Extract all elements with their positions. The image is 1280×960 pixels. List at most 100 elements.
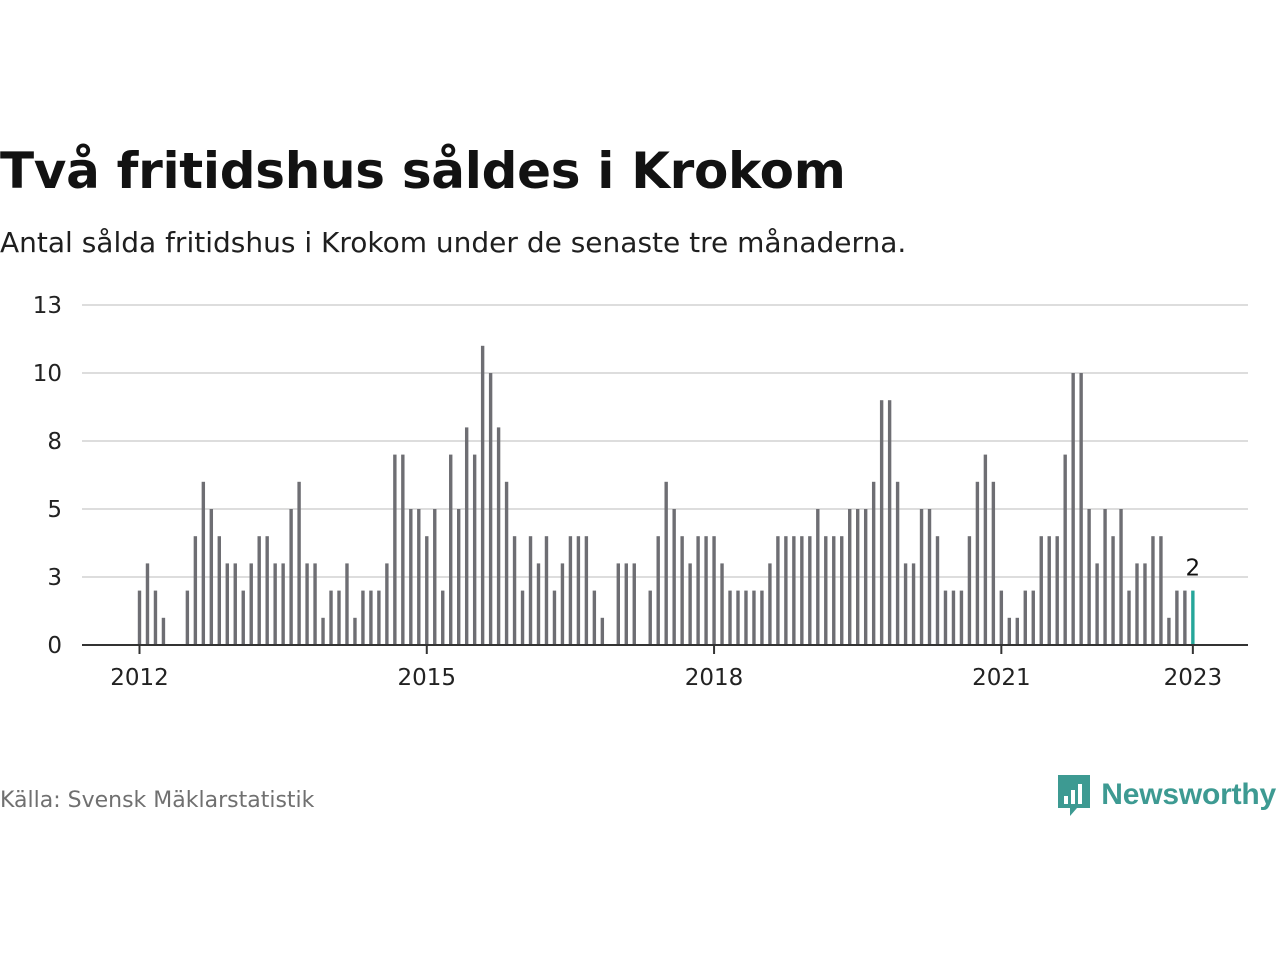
bar	[1007, 617, 1012, 645]
newsworthy-logo: Newsworthy	[1055, 772, 1276, 818]
bar	[449, 454, 453, 645]
chart-subtitle: Antal sålda fritidshus i Krokom under de…	[0, 226, 907, 259]
bar	[991, 481, 996, 645]
bar	[728, 590, 732, 645]
bar	[768, 563, 772, 645]
bar	[480, 345, 485, 645]
bar	[760, 590, 764, 645]
bar	[848, 509, 852, 645]
y-tick-label: 0	[47, 633, 62, 659]
bar	[385, 563, 389, 645]
bar	[369, 590, 373, 645]
bar	[632, 563, 636, 645]
bar	[401, 454, 405, 645]
bar	[528, 536, 533, 645]
last-value-label: 2	[1186, 556, 1201, 582]
y-tick-label: 13	[33, 293, 62, 319]
x-tick-label: 2012	[110, 665, 169, 691]
bar	[425, 536, 429, 645]
y-tick-label: 3	[47, 565, 62, 591]
bar	[377, 590, 381, 645]
newsworthy-icon	[1058, 775, 1091, 816]
bar	[616, 563, 620, 645]
bar	[1055, 536, 1059, 645]
bar	[1031, 590, 1035, 645]
bar	[1095, 563, 1099, 645]
bar	[752, 590, 756, 645]
bar	[193, 536, 198, 645]
y-axis-ticks: 0 3 5 8 10 13	[33, 293, 62, 659]
bar	[1071, 373, 1075, 645]
bar-highlight	[1191, 590, 1195, 645]
bar	[887, 400, 892, 645]
bar	[417, 509, 421, 645]
bar	[784, 536, 788, 645]
brand-name: Newsworthy	[1101, 778, 1276, 811]
bar	[560, 563, 565, 645]
chart-title: Två fritidshus såldes i Krokom	[0, 142, 846, 200]
source-note: Källa: Svensk Mäklarstatistik	[0, 788, 315, 813]
y-tick-label: 5	[47, 497, 62, 523]
bar	[720, 563, 724, 645]
bar	[903, 563, 908, 645]
bar	[1079, 373, 1083, 645]
bar	[161, 617, 166, 645]
bar	[879, 400, 884, 645]
bar	[488, 373, 493, 645]
x-axis-ticks: 2012 2015 2018 2021 2023	[110, 645, 1222, 691]
bar	[512, 536, 517, 645]
bar	[927, 509, 932, 645]
bar	[209, 509, 214, 645]
bar	[592, 590, 597, 645]
bar	[712, 536, 716, 645]
bar	[536, 563, 541, 645]
bar	[472, 454, 477, 645]
bar	[600, 617, 605, 645]
bar	[552, 590, 557, 645]
bar	[1183, 590, 1187, 645]
bar	[744, 590, 748, 645]
bar	[145, 563, 150, 645]
bar	[1087, 509, 1091, 645]
bar	[321, 617, 325, 645]
bar	[441, 590, 445, 645]
bar	[1135, 563, 1139, 645]
x-tick-label: 2015	[398, 665, 457, 691]
bar	[856, 509, 860, 645]
bar	[544, 536, 549, 645]
bar	[1111, 536, 1115, 645]
bar	[959, 590, 964, 645]
bar	[217, 536, 221, 645]
bar	[943, 590, 948, 645]
bar	[1175, 590, 1179, 645]
bar	[201, 481, 206, 645]
bar	[672, 509, 676, 645]
bar	[496, 427, 501, 645]
bar	[225, 563, 229, 645]
bar	[457, 509, 461, 645]
x-tick-label: 2023	[1164, 665, 1223, 691]
bar	[704, 536, 708, 645]
bar	[624, 563, 628, 645]
bar	[281, 563, 285, 645]
bar	[911, 563, 916, 645]
x-tick-label: 2018	[685, 665, 744, 691]
bar	[951, 590, 956, 645]
bar	[257, 536, 261, 645]
x-tick-label: 2021	[972, 665, 1031, 691]
bar	[1103, 509, 1107, 645]
bar	[736, 590, 740, 645]
bar	[241, 590, 245, 645]
bar	[808, 536, 812, 645]
bar	[353, 617, 357, 645]
bar	[249, 563, 253, 645]
bar	[816, 509, 820, 645]
bar	[345, 563, 349, 645]
bar	[1023, 590, 1027, 645]
bar	[1015, 617, 1019, 645]
bar	[393, 454, 397, 645]
bar	[185, 590, 190, 645]
bar	[289, 509, 293, 645]
bar	[1127, 590, 1131, 645]
bar	[568, 536, 573, 645]
